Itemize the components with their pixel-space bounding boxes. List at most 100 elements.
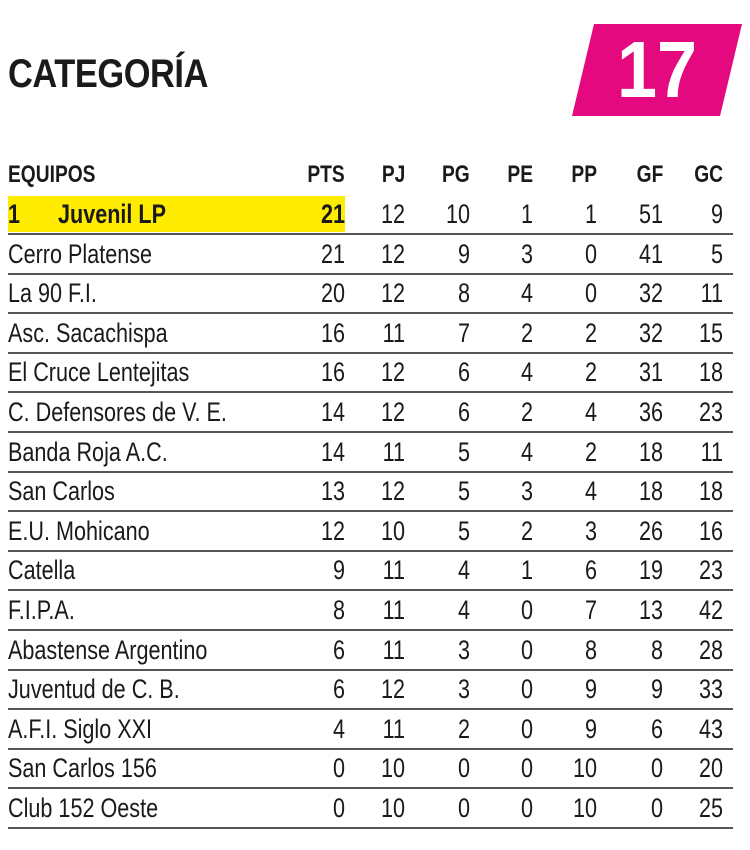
- cell-pp: 4: [584, 397, 597, 427]
- cell-gc: 20: [698, 753, 723, 784]
- table-row: E.U. Mohicano 12 10 5 2 3 26 16: [8, 511, 733, 552]
- cell-pts: 9: [332, 555, 345, 586]
- badge-background: [572, 24, 742, 116]
- cell-pp: 2: [584, 436, 597, 467]
- cell-pj: 11: [382, 436, 405, 467]
- cell-pj: 11: [382, 713, 405, 744]
- cell-pj: 11: [382, 555, 405, 586]
- column-header-gf: GF: [636, 161, 663, 188]
- cell-pg: 4: [457, 595, 470, 625]
- cell-pp: 10: [572, 793, 597, 823]
- cell-pg: 2: [457, 713, 470, 744]
- cell-pts: 16: [320, 317, 345, 348]
- cell-gc: 11: [700, 436, 723, 467]
- cell-gf: 0: [650, 753, 663, 784]
- cell-pe: 1: [520, 555, 533, 586]
- cell-pj: 12: [380, 357, 405, 388]
- cell-gc: 28: [698, 634, 723, 665]
- table-row: Cerro Platense 21 12 9 3 0 41 5: [8, 234, 733, 275]
- cell-pts: 21: [320, 238, 345, 269]
- cell-pe: 2: [520, 317, 533, 348]
- cell-pp: 8: [584, 634, 597, 665]
- team-name: A.F.I. Siglo XXI: [8, 713, 153, 744]
- cell-pts: 6: [332, 674, 345, 705]
- cell-pe: 2: [520, 515, 533, 546]
- team-name: E.U. Mohicano: [8, 515, 150, 546]
- table-row: La 90 F.I. 20 12 8 4 0 32 11: [8, 273, 733, 315]
- column-header-pj: PJ: [381, 161, 405, 188]
- cell-pp: 0: [584, 238, 597, 269]
- table-row: San Carlos 13 12 5 3 4 18 18: [8, 471, 733, 513]
- cell-gf: 18: [638, 476, 663, 507]
- team-name: San Carlos 156: [8, 753, 157, 784]
- cell-pj: 11: [382, 595, 405, 625]
- column-header-equipos: EQUIPOS: [8, 161, 96, 188]
- leader-highlight: [8, 196, 345, 232]
- cell-pts: 4: [332, 713, 345, 744]
- cell-pp: 6: [584, 555, 597, 586]
- cell-pe: 0: [520, 634, 533, 665]
- table-row: C. Defensores de V. E. 14 12 6 2 4 36 23: [8, 392, 733, 433]
- cell-pts: 6: [332, 634, 345, 665]
- team-name: San Carlos: [8, 476, 115, 507]
- team-name: Banda Roja A.C.: [8, 436, 168, 467]
- cell-gc: 15: [698, 317, 723, 348]
- cell-pts: 8: [332, 595, 345, 625]
- cell-pts: 0: [332, 753, 345, 784]
- cell-gc: 18: [698, 476, 723, 507]
- cell-pe: 0: [520, 595, 533, 625]
- cell-pts: 0: [332, 793, 345, 823]
- team-name: Club 152 Oeste: [8, 793, 159, 823]
- cell-pj: 10: [380, 753, 405, 784]
- cell-gc: 9: [710, 199, 723, 229]
- cell-pe: 2: [520, 397, 533, 427]
- column-header-gc: GC: [694, 161, 723, 188]
- cell-pj: 12: [380, 397, 405, 427]
- cell-pts: 16: [320, 357, 345, 388]
- cell-pj: 12: [380, 278, 405, 309]
- cell-pe: 0: [520, 753, 533, 784]
- category-number-badge: 17: [572, 24, 742, 116]
- cell-gf: 26: [638, 515, 663, 546]
- cell-pp: 9: [584, 674, 597, 705]
- team-name: Cerro Platense: [8, 238, 153, 269]
- team-name: F.I.P.A.: [8, 595, 75, 625]
- cell-gf: 19: [638, 555, 663, 586]
- cell-pts: 21: [320, 199, 345, 229]
- cell-gf: 32: [638, 278, 663, 309]
- cell-pe: 0: [520, 674, 533, 705]
- category-number: 17: [616, 25, 698, 114]
- cell-pe: 3: [520, 476, 533, 507]
- cell-gf: 8: [650, 634, 663, 665]
- table-row: A.F.I. Siglo XXI 4 11 2 0 9 6 43: [8, 709, 733, 750]
- table-row: Catella 9 11 4 1 6 19 23: [8, 550, 733, 592]
- cell-pg: 7: [457, 317, 470, 348]
- cell-pp: 4: [584, 476, 597, 507]
- team-name: C. Defensores de V. E.: [8, 397, 227, 427]
- cell-gf: 13: [638, 595, 663, 625]
- leader-position: 1: [8, 199, 21, 229]
- team-name: Juvenil LP: [58, 199, 167, 229]
- cell-pe: 1: [520, 199, 533, 229]
- cell-pj: 12: [380, 238, 405, 269]
- cell-pg: 10: [445, 199, 470, 229]
- table-row: Abastense Argentino 6 11 3 0 8 8 28: [8, 630, 733, 671]
- cell-gc: 23: [698, 555, 723, 586]
- column-header-pg: PG: [442, 161, 470, 188]
- cell-pj: 10: [380, 515, 405, 546]
- table-row: Asc. Sacachispa 16 11 7 2 2 32 15: [8, 313, 733, 354]
- team-name: Catella: [8, 555, 76, 586]
- cell-gf: 41: [638, 238, 663, 269]
- cell-pts: 14: [320, 397, 345, 427]
- cell-pe: 4: [520, 357, 533, 388]
- team-name: Abastense Argentino: [8, 634, 208, 665]
- cell-pe: 4: [520, 436, 533, 467]
- cell-gf: 9: [650, 674, 663, 705]
- table-row: Banda Roja A.C. 14 11 5 4 2 18 11: [8, 432, 733, 473]
- cell-pj: 12: [380, 674, 405, 705]
- cell-pg: 5: [457, 476, 470, 507]
- cell-pts: 12: [320, 515, 345, 546]
- cell-pj: 11: [382, 634, 405, 665]
- cell-pe: 3: [520, 238, 533, 269]
- cell-gc: 42: [698, 595, 723, 625]
